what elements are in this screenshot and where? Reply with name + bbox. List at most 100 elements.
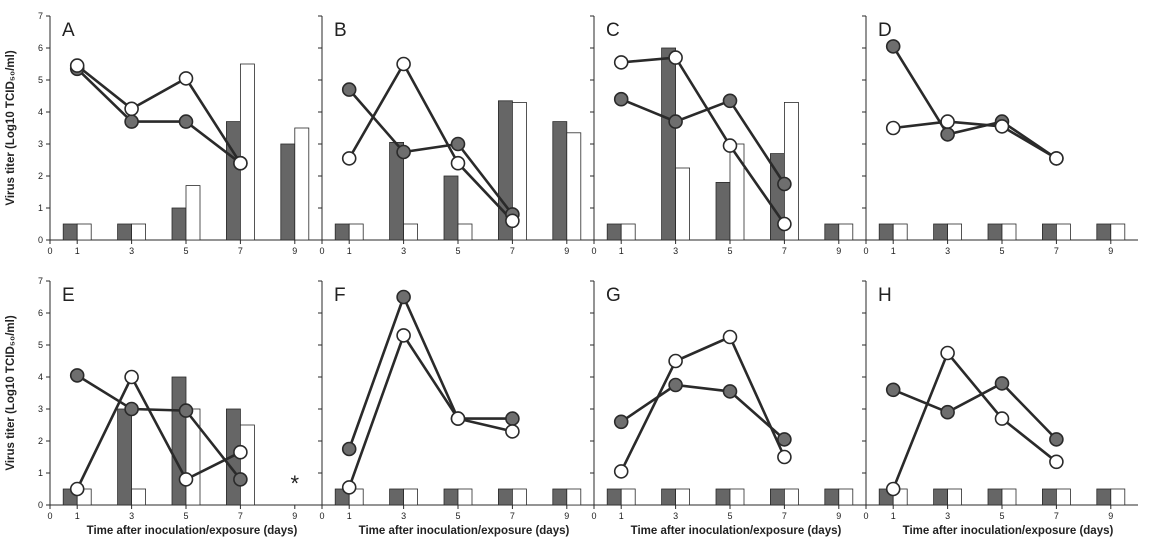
x-tick-label: 1 [75, 511, 80, 521]
bar-gray [661, 488, 676, 506]
point-white [124, 369, 139, 385]
point-white [722, 138, 738, 153]
series-gray-line [620, 383, 786, 441]
point-white [69, 58, 85, 73]
bar-gray [1096, 223, 1112, 241]
point-gray [341, 441, 357, 457]
bar-gray [117, 223, 132, 241]
panel-h: 0 1 3 5 7 9 H [862, 280, 1138, 521]
bar-gray [770, 488, 785, 506]
y-tick-label: 6 [38, 43, 43, 53]
bar-white [76, 223, 92, 241]
bar-white [675, 167, 690, 241]
x-tick-label: 9 [1108, 246, 1113, 256]
point-white [777, 449, 792, 465]
point-white [178, 71, 194, 86]
bar-gray [933, 488, 948, 506]
point-white [233, 444, 248, 460]
y-axis-title-bottom: Virus titer (Log10 TCID₅₀/ml) [5, 315, 17, 470]
x-tick-label: 9 [564, 246, 569, 256]
panel-letter: B [334, 20, 347, 41]
series-gray-line [620, 97, 786, 185]
point-white [668, 50, 683, 65]
x-tick-label: 1 [619, 246, 624, 256]
point-white [722, 329, 738, 345]
bar-gray [933, 223, 948, 241]
bar-white [1001, 223, 1017, 241]
panel-letter: C [606, 20, 620, 41]
bar-white [403, 223, 419, 241]
bar-gray [62, 223, 78, 241]
y-tick-label: 1 [38, 203, 43, 213]
point-white [124, 101, 139, 117]
bar-white [348, 223, 364, 241]
point-white [668, 353, 683, 369]
point-white [69, 481, 85, 497]
series-white-line [348, 61, 514, 222]
bar-gray [1042, 223, 1057, 241]
x-tick-label: 3 [673, 246, 678, 256]
x-tick-label: 7 [1054, 246, 1059, 256]
x-tick-label: 7 [510, 246, 515, 256]
point-gray [178, 114, 194, 129]
y-tick-label: 2 [38, 436, 43, 446]
x-tick-label: 3 [129, 246, 134, 256]
x-tick-label: 1 [347, 511, 352, 521]
series-white-line [76, 64, 242, 164]
x-tick-label: 7 [1054, 511, 1059, 521]
point-white [396, 56, 411, 72]
x-tick-label: 0 [47, 511, 52, 521]
bar-gray [715, 181, 731, 241]
bar-white [675, 488, 690, 506]
series-white-line [620, 335, 786, 472]
bar-white [838, 488, 854, 506]
point-white [450, 155, 466, 171]
bar-gray [389, 488, 405, 506]
bar-white [239, 424, 255, 506]
point-white [505, 213, 520, 229]
x-tick-label: 5 [183, 511, 188, 521]
panel-letter: G [606, 285, 621, 306]
point-gray [722, 384, 738, 399]
point-gray [613, 414, 629, 430]
bar-white [403, 488, 419, 506]
series-white-line [76, 374, 241, 490]
bar-white [1001, 488, 1017, 506]
point-gray [668, 377, 683, 393]
series-gray-line [347, 293, 513, 450]
y-tick-label: 6 [38, 308, 43, 318]
point-white [994, 119, 1010, 134]
series-gray-line [892, 381, 1058, 441]
point-gray [940, 127, 955, 142]
panel-letter: F [334, 285, 346, 306]
series-white-line [621, 56, 786, 225]
panel-letter: A [62, 20, 75, 41]
series-gray-line [76, 374, 242, 481]
x-tick-label: 7 [238, 246, 243, 256]
x-tick-label: 5 [183, 246, 188, 256]
x-tick-label: 9 [564, 511, 569, 521]
bar-white [947, 488, 962, 506]
point-gray [777, 432, 792, 447]
y-tick-label: 7 [38, 276, 43, 286]
bar-white [185, 408, 201, 506]
bar-white [729, 488, 745, 506]
x-tick-label: 7 [510, 511, 515, 521]
y-tick-label: 7 [38, 11, 43, 21]
panels: 0 1 2 3 4 5 6 7 0 1 3 5 7 9 A 0 1 3 5 7 9 B 0 1 3 5 7 9 C 0 1 3 5 7 9 D 0 1 2 3… [38, 11, 1138, 521]
bar-white [457, 223, 473, 241]
panel-d: 0 1 3 5 7 9 D [862, 15, 1138, 256]
x-tick-label: 1 [347, 246, 352, 256]
x-tick-label: 0 [47, 246, 52, 256]
bar-gray [987, 488, 1003, 506]
x-tick-label: 9 [1108, 511, 1113, 521]
x-tick-label: 1 [891, 511, 896, 521]
bar-white [1056, 488, 1071, 506]
bar-gray [715, 488, 731, 506]
y-tick-label: 5 [38, 75, 43, 85]
point-white [341, 151, 357, 166]
x-tick-label: 3 [945, 511, 950, 521]
x-tick-label: 5 [727, 246, 732, 256]
panel-a: 0 1 2 3 4 5 6 7 0 1 3 5 7 9 A [38, 11, 322, 256]
